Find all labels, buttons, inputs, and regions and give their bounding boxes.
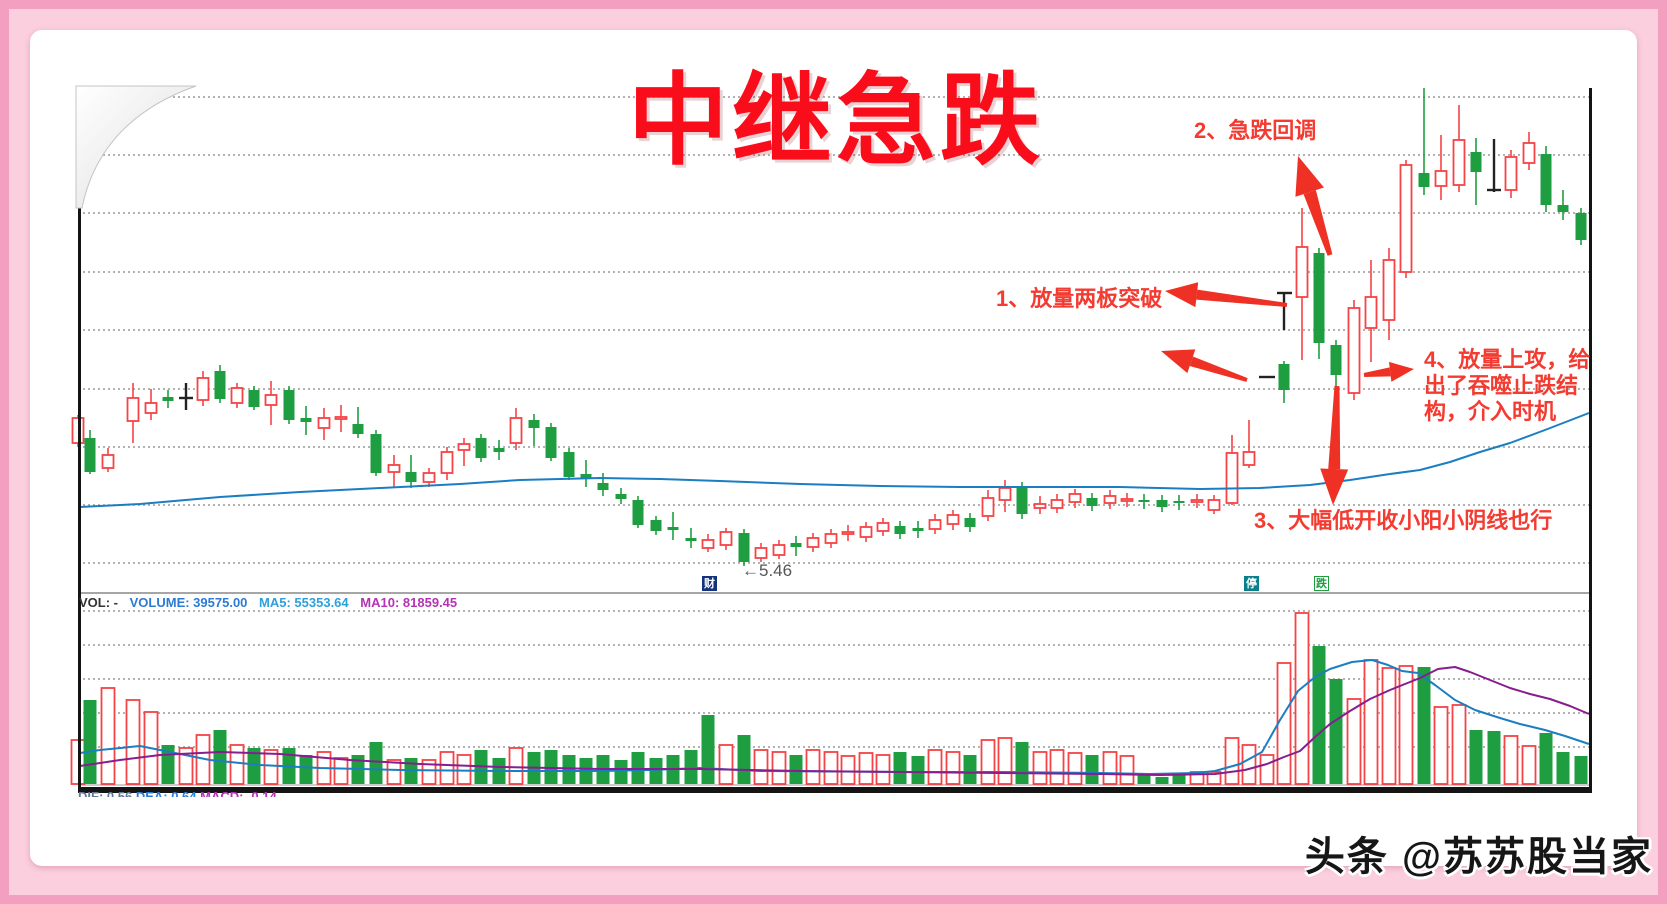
volume-value: VOLUME: 39575.00 bbox=[129, 595, 248, 610]
vol-label: VOL: - bbox=[79, 595, 118, 610]
dif-value: DIF: 0.56 bbox=[78, 789, 133, 797]
price-low-label: ←5.46 bbox=[742, 561, 793, 580]
annotation-1-label: 1、放量两板突破 bbox=[996, 286, 1163, 311]
event-tag-ting: 停 bbox=[1244, 576, 1259, 591]
macd-readout-clipped: DIF: 0.56 DEA: 0.64 MACD: -0.14 bbox=[78, 789, 778, 797]
annotation-4-label: 4、放量上攻，给 出了吞噬止跌结 构，介入时机 bbox=[1424, 347, 1591, 424]
volume-indicator-readout: VOL: - VOLUME: 39575.00 MA5: 55353.64 MA… bbox=[79, 595, 457, 610]
dea-value: DEA: 0.64 bbox=[135, 789, 197, 797]
watermark: 头条 @苏苏股当家 bbox=[1304, 835, 1653, 879]
vol-ma5-value: MA5: 55353.64 bbox=[259, 595, 349, 610]
event-tag-die: 跌 bbox=[1314, 576, 1329, 591]
macd-value: MACD: -0.14 bbox=[200, 789, 277, 797]
annotation-2-label: 2、急跌回调 bbox=[1194, 118, 1317, 143]
event-tag-cai: 财 bbox=[702, 576, 717, 591]
annotation-3-label: 3、大幅低开收小阳小阴线也行 bbox=[1254, 508, 1553, 533]
page-title: 中继急跌 bbox=[628, 65, 1044, 177]
vol-ma10-value: MA10: 81859.45 bbox=[360, 595, 458, 610]
